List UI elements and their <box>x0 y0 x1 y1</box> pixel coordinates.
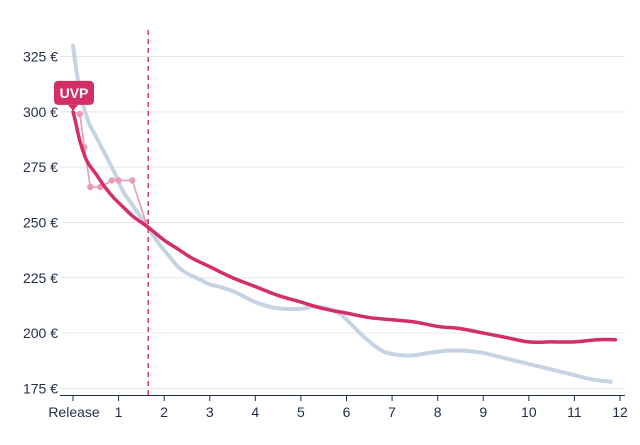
x-tick-label: 12 <box>612 404 628 420</box>
y-tick-label: 200 € <box>23 325 58 341</box>
x-tick-label: 3 <box>206 404 214 420</box>
annotation-layer: UVP <box>54 80 94 111</box>
uvp-label: UVP <box>60 85 89 101</box>
y-tick-label: 275 € <box>23 159 58 175</box>
y-tick-label: 175 € <box>23 380 58 396</box>
offer-point <box>76 110 84 118</box>
y-tick-label: 225 € <box>23 270 58 286</box>
x-tick-label: 1 <box>115 404 123 420</box>
y-tick-label: 250 € <box>23 214 58 230</box>
uvp-badge <box>54 80 94 105</box>
y-tick-label: 300 € <box>23 104 58 120</box>
x-tick-label: 9 <box>479 404 487 420</box>
x-axis <box>60 395 625 401</box>
series-line-trend <box>71 110 618 344</box>
x-tick-label: 10 <box>521 404 537 420</box>
offer-point <box>108 177 115 184</box>
x-tick-label: 8 <box>434 404 442 420</box>
x-tick-label: 11 <box>567 404 582 420</box>
x-tick-label: 6 <box>343 404 351 420</box>
grid-lines <box>60 56 625 389</box>
offer-point <box>87 183 94 191</box>
y-tick-label: 325 € <box>23 49 58 65</box>
series-line-market <box>71 43 613 384</box>
offer-point <box>115 177 122 184</box>
uvp-badge-pointer <box>68 104 78 111</box>
series-lines <box>71 43 618 384</box>
x-tick-label: Release <box>48 404 100 420</box>
x-tick-label: 7 <box>388 404 396 420</box>
offer-point <box>129 177 136 184</box>
x-tick-label: 5 <box>297 404 305 420</box>
axis-labels: 175 € 200 € 225 € 250 € 275 € 300 € 325 € Relea… <box>23 49 628 420</box>
x-tick-label: 4 <box>251 404 259 420</box>
x-tick-label: 2 <box>160 404 168 420</box>
